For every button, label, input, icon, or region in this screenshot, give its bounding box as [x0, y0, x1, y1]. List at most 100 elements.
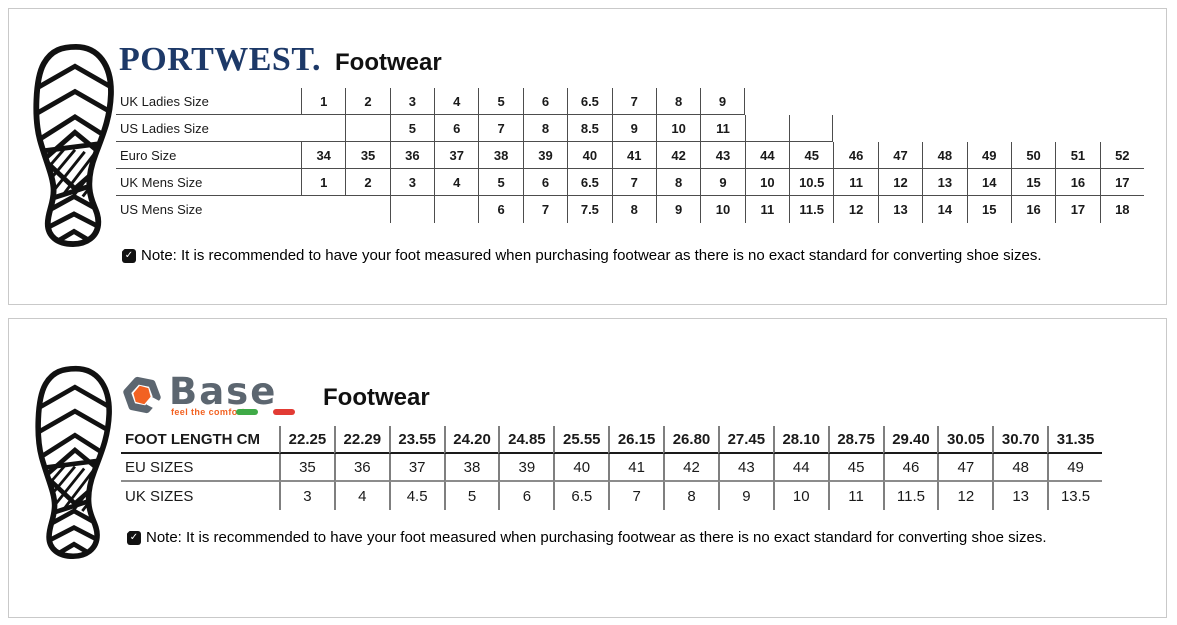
- size-cell: 11: [827, 482, 883, 510]
- size-cell: [745, 88, 789, 115]
- size-cell: 47: [877, 142, 923, 169]
- size-cell: 1: [301, 169, 346, 196]
- size-cell: 12: [937, 482, 992, 510]
- size-cell: 12: [833, 196, 877, 223]
- size-cell: 5: [478, 169, 523, 196]
- base-header: Base feel the comfort Footwear: [119, 369, 430, 421]
- size-cell: 10: [655, 115, 701, 142]
- base-wordmark: Base: [169, 369, 278, 413]
- row-label: US Mens Size: [120, 202, 203, 217]
- table-row: EU SIZES 35 36 37 38 39 40 41 42 43 44 45 46 47 48 49: [121, 454, 1102, 482]
- size-cell: 43: [717, 454, 773, 482]
- size-cell: 30.70: [992, 426, 1048, 454]
- size-cell: 44: [744, 142, 790, 169]
- portwest-panel: PORTWEST. Footwear UK Ladies Size 1 2 3 4 5 6 6…: [8, 8, 1167, 305]
- base-footwear-title: Footwear: [323, 384, 430, 411]
- size-cell: [345, 196, 389, 223]
- size-cell: 36: [389, 142, 435, 169]
- size-cell: 11: [744, 196, 789, 223]
- size-cell: [345, 115, 390, 142]
- size-cell: 22.29: [333, 426, 389, 454]
- row-label: US Ladies Size: [116, 115, 301, 142]
- size-cell: 3: [389, 169, 435, 196]
- base-nut-icon: [123, 376, 165, 414]
- table-row: UK SIZES 3 4 4.5 5 6 6.5 7 8 9 10 11 11.5 12 13 13.5: [121, 482, 1102, 510]
- size-cell: 4: [333, 482, 389, 510]
- size-cell: [1055, 115, 1099, 142]
- size-cell: 40: [567, 142, 612, 169]
- size-cell: [301, 115, 346, 142]
- size-cell: [789, 88, 833, 115]
- table-row: UK Ladies Size 1 2 3 4 5 6 6.5 7 8 9: [116, 88, 1144, 115]
- size-cell: 14: [922, 196, 966, 223]
- size-cell: 37: [434, 142, 479, 169]
- size-cell: 6: [434, 115, 479, 142]
- size-cell: 12: [877, 169, 923, 196]
- size-cell: 4: [434, 169, 479, 196]
- size-cell: 8: [655, 169, 701, 196]
- size-cell: 45: [827, 454, 883, 482]
- table-row: FOOT LENGTH CM 22.25 22.29 23.55 24.20 24.85 2…: [121, 426, 1102, 454]
- size-cell: 26.15: [608, 426, 664, 454]
- size-cell: 9: [655, 196, 700, 223]
- size-cell: [878, 88, 922, 115]
- size-cell: 15: [1010, 169, 1056, 196]
- red-flag-bar: [273, 409, 295, 415]
- size-cell: 10: [700, 196, 744, 223]
- size-cell: 13: [877, 196, 922, 223]
- size-cell: 35: [279, 454, 334, 482]
- size-cell: 48: [922, 142, 967, 169]
- base-note: ✓ Note: It is recommended to have your f…: [127, 529, 1046, 546]
- size-cell: [1055, 88, 1099, 115]
- size-cell: [1011, 88, 1055, 115]
- size-cell: 5: [389, 115, 435, 142]
- portwest-logo: PORTWEST.: [119, 41, 321, 78]
- size-cell: 8: [663, 482, 718, 510]
- note-text: Note: It is recommended to have your foo…: [146, 529, 1047, 546]
- base-size-table: FOOT LENGTH CM 22.25 22.29 23.55 24.20 24.85 2…: [121, 426, 1102, 510]
- size-cell: 5: [478, 88, 523, 115]
- size-cell: 13.5: [1047, 482, 1102, 510]
- size-cell: 10.5: [789, 169, 834, 196]
- row-label: UK Mens Size: [116, 169, 301, 196]
- size-cell: 3: [389, 88, 435, 115]
- size-cell: 28.10: [772, 426, 828, 454]
- size-cell: 38: [443, 454, 499, 482]
- size-cell: 14: [966, 169, 1011, 196]
- size-cell: 43: [700, 142, 745, 169]
- size-cell: 17: [1055, 196, 1099, 223]
- size-cell: 48: [992, 454, 1048, 482]
- size-cell: 49: [966, 142, 1011, 169]
- row-label: EU SIZES: [121, 454, 279, 482]
- row-label: Euro Size: [116, 142, 301, 169]
- size-cell: [833, 88, 877, 115]
- size-cell: 24.20: [443, 426, 499, 454]
- size-cell: 50: [1010, 142, 1056, 169]
- size-cell: 5: [443, 482, 499, 510]
- size-cell: 34: [301, 142, 346, 169]
- size-cell: 46: [882, 454, 938, 482]
- size-cell: 8: [611, 196, 656, 223]
- size-cell: 18: [1099, 196, 1144, 223]
- size-cell: 42: [655, 142, 701, 169]
- size-cell: 7: [608, 482, 663, 510]
- base-logo: Base feel the comfort: [119, 369, 307, 421]
- size-cell: 6.5: [567, 88, 612, 115]
- size-cell: [967, 88, 1011, 115]
- base-tagline: feel the comfort: [171, 407, 245, 417]
- row-label: UK SIZES: [125, 487, 194, 505]
- size-cell: [434, 196, 478, 223]
- size-cell: 36: [333, 454, 389, 482]
- size-cell: 41: [608, 454, 664, 482]
- size-cell: 27.45: [717, 426, 773, 454]
- size-cell: 49: [1047, 454, 1102, 482]
- size-cell: 16: [1010, 196, 1055, 223]
- size-cell: 4: [434, 88, 479, 115]
- size-cell: 52: [1099, 142, 1144, 169]
- size-cell: 11: [700, 115, 745, 142]
- table-row: US Ladies Size 5 6 7 8 8.5 9 10 11: [116, 115, 1144, 142]
- size-cell: 15: [966, 196, 1011, 223]
- note-check-icon: ✓: [127, 530, 141, 545]
- size-cell: [301, 196, 345, 223]
- size-cell: 9: [611, 115, 656, 142]
